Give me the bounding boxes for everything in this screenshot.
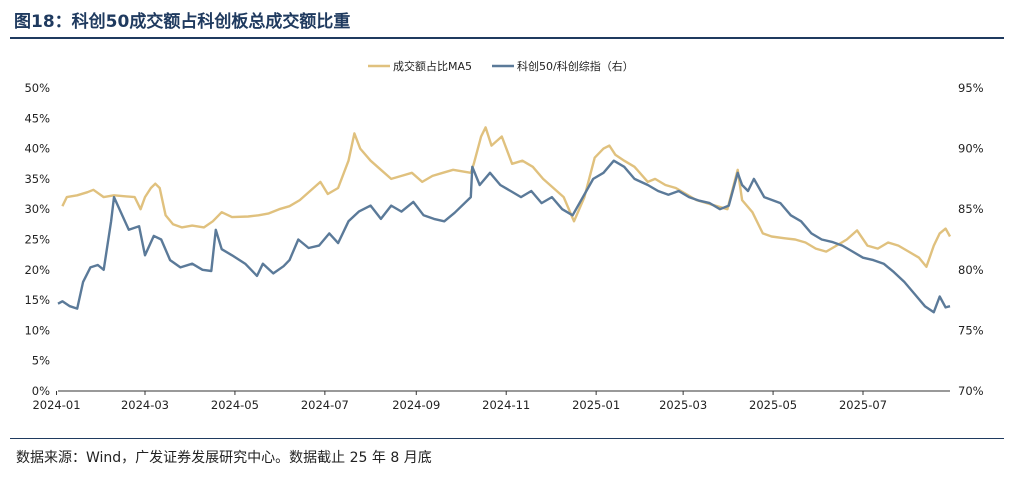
y-right-tick-label: 90% [958, 142, 984, 156]
chart-series [57, 126, 952, 314]
y-right-tick-label: 85% [958, 202, 984, 216]
y-left-tick-label: 45% [24, 111, 50, 125]
x-tick-label: 2024-09 [392, 398, 440, 412]
chart-legend: 成交额占比MA5 科创50/科创综指（右） [368, 59, 634, 73]
figure-title: 图18：科创50成交额占科创板总成交额比重 [14, 12, 351, 32]
series-line-turnover-ratio [61, 126, 952, 268]
y-right-tick-label: 80% [958, 263, 984, 277]
y-left-tick-label: 40% [24, 142, 50, 156]
y-right-tick-label: 70% [958, 384, 984, 398]
x-tick-label: 2024-03 [121, 398, 169, 412]
y-left-tick-label: 30% [24, 202, 50, 216]
series-line-index-ratio [57, 159, 951, 314]
y-left-tick-label: 25% [24, 233, 50, 247]
source-rule [10, 438, 1004, 439]
x-tick-label: 2024-05 [211, 398, 259, 412]
x-tick-label: 2025-03 [659, 398, 707, 412]
legend-label: 成交额占比MA5 [393, 59, 472, 73]
y-left-tick-label: 20% [24, 263, 50, 277]
legend-label: 科创50/科创综指（右） [517, 59, 634, 73]
source-note: 数据来源：Wind，广发证券发展研究中心。数据截止 25 年 8 月底 [16, 450, 432, 466]
y-right-tick-label: 95% [958, 81, 984, 95]
title-rule [10, 37, 1004, 39]
y-left-tick-label: 5% [32, 354, 50, 368]
y-left-tick-label: 15% [24, 293, 50, 307]
y-left-tick-label: 0% [32, 384, 50, 398]
x-tick-label: 2024-01 [32, 398, 80, 412]
line-chart: 成交额占比MA5 科创50/科创综指（右） 50% 45% 40% 35% 30% 25% 2… [24, 59, 983, 412]
x-tick-label: 2024-07 [301, 398, 349, 412]
x-tick-label: 2024-11 [482, 398, 530, 412]
chart-axes: 50% 45% 40% 35% 30% 25% 20% 15% 10% 5% 0% 95% 90% 85%… [24, 81, 983, 412]
x-tick-label: 2025-05 [749, 398, 797, 412]
x-tick-label: 2025-01 [572, 398, 620, 412]
x-tick-label: 2025-07 [839, 398, 887, 412]
y-left-tick-label: 50% [24, 81, 50, 95]
y-right-tick-label: 75% [958, 323, 984, 337]
y-left-tick-label: 10% [24, 323, 50, 337]
y-left-tick-label: 35% [24, 172, 50, 186]
